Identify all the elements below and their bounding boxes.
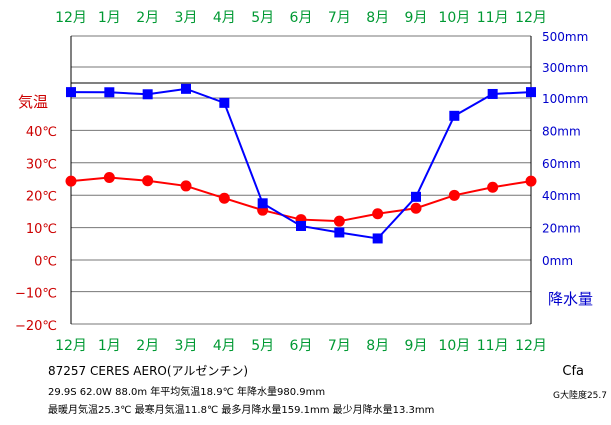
temperature-point xyxy=(65,175,77,187)
month-label: 4月 xyxy=(213,338,236,354)
month-labels-top: 12月 1月 2月 3月 4月 5月 6月 7月 8月 9月 10月 11月 12月 xyxy=(55,10,547,26)
precipitation-axis: 500mm 300mm 100mm 80mm 60mm 40mm 20mm 0mm 降水量 xyxy=(542,30,593,308)
month-label: 6月 xyxy=(290,10,313,26)
temperature-axis-title: 気温 xyxy=(18,93,48,111)
month-label: 5月 xyxy=(251,10,274,26)
precipitation-point xyxy=(296,220,306,231)
month-labels-bottom: 12月 1月 2月 3月 4月 5月 6月 7月 8月 9月 10月 11月 12月 xyxy=(55,338,547,354)
precipitation-point xyxy=(181,83,191,94)
precipitation-tick-label: 0mm xyxy=(542,254,573,268)
temperature-point xyxy=(103,172,115,184)
temperature-axis: 気温 40℃ 30℃ 20℃ 10℃ 0℃ −10℃ −20℃ xyxy=(15,93,57,334)
temperature-tick-label: 0℃ xyxy=(34,254,57,269)
month-label: 10月 xyxy=(438,338,470,354)
temperature-point xyxy=(142,175,154,187)
temperature-point xyxy=(410,202,422,214)
month-label: 9月 xyxy=(405,10,428,26)
precipitation-tick-label: 60mm xyxy=(542,157,581,171)
temperature-point xyxy=(448,189,460,201)
month-label: 12月 xyxy=(515,10,547,26)
temperature-point xyxy=(333,215,345,227)
precipitation-point xyxy=(449,110,460,121)
month-label: 12月 xyxy=(55,10,87,26)
temperature-tick-label: 30℃ xyxy=(26,157,57,172)
precipitation-tick-label: 300mm xyxy=(542,61,588,75)
month-label: 1月 xyxy=(98,10,121,26)
temperature-tick-label: 40℃ xyxy=(26,125,57,140)
precipitation-point xyxy=(411,191,421,202)
month-label: 7月 xyxy=(328,338,351,354)
month-label: 9月 xyxy=(405,338,428,354)
month-label: 12月 xyxy=(515,338,547,354)
temperature-point xyxy=(218,192,230,204)
continentality: G大陸度25.7 xyxy=(552,391,607,401)
station-info-line2: 最暖月気温25.3℃ 最寒月気温11.8℃ 最多月降水量159.1mm 最少月降… xyxy=(48,405,435,416)
temperature-point xyxy=(525,175,537,187)
month-label: 3月 xyxy=(175,338,198,354)
month-label: 8月 xyxy=(366,338,389,354)
precipitation-point xyxy=(104,87,115,98)
temperature-point xyxy=(372,208,384,220)
precipitation-point xyxy=(142,89,153,100)
precipitation-point xyxy=(257,198,268,209)
temperature-tick-label: −20℃ xyxy=(15,319,57,334)
month-label: 10月 xyxy=(438,10,470,26)
temperature-series xyxy=(65,172,537,227)
precipitation-axis-title: 降水量 xyxy=(548,290,593,308)
precipitation-tick-label: 20mm xyxy=(542,222,581,236)
month-label: 7月 xyxy=(328,10,351,26)
month-label: 11月 xyxy=(477,10,509,26)
precipitation-point xyxy=(526,87,536,98)
precipitation-point xyxy=(334,227,345,238)
month-label: 3月 xyxy=(175,10,198,26)
month-label: 5月 xyxy=(251,338,274,354)
temperature-tick-label: 10℃ xyxy=(26,222,57,237)
month-label: 2月 xyxy=(136,338,159,354)
temperature-tick-label: −10℃ xyxy=(15,287,57,302)
precipitation-point xyxy=(219,97,230,108)
month-label: 12月 xyxy=(55,338,87,354)
month-label: 8月 xyxy=(366,10,389,26)
precipitation-tick-label: 40mm xyxy=(542,189,581,203)
month-label: 2月 xyxy=(136,10,159,26)
temperature-point xyxy=(180,180,192,192)
temperature-point xyxy=(487,181,499,193)
precipitation-tick-label: 80mm xyxy=(542,124,581,138)
precipitation-point xyxy=(487,88,498,99)
precipitation-point xyxy=(372,233,383,244)
station-info-line1: 29.9S 62.0W 88.0m 年平均気温18.9℃ 年降水量980.9mm xyxy=(48,387,326,398)
station-title: 87257 CERES AERO(アルゼンチン) xyxy=(48,364,249,378)
precipitation-point xyxy=(66,87,76,98)
climate-class: Cfa xyxy=(562,364,584,379)
temperature-tick-label: 20℃ xyxy=(26,190,57,205)
month-label: 11月 xyxy=(477,338,509,354)
precipitation-tick-label: 100mm xyxy=(542,92,588,106)
month-label: 4月 xyxy=(213,10,236,26)
month-label: 6月 xyxy=(290,338,313,354)
precipitation-tick-label: 500mm xyxy=(542,30,588,44)
month-label: 1月 xyxy=(98,338,121,354)
precipitation-series xyxy=(66,83,536,244)
